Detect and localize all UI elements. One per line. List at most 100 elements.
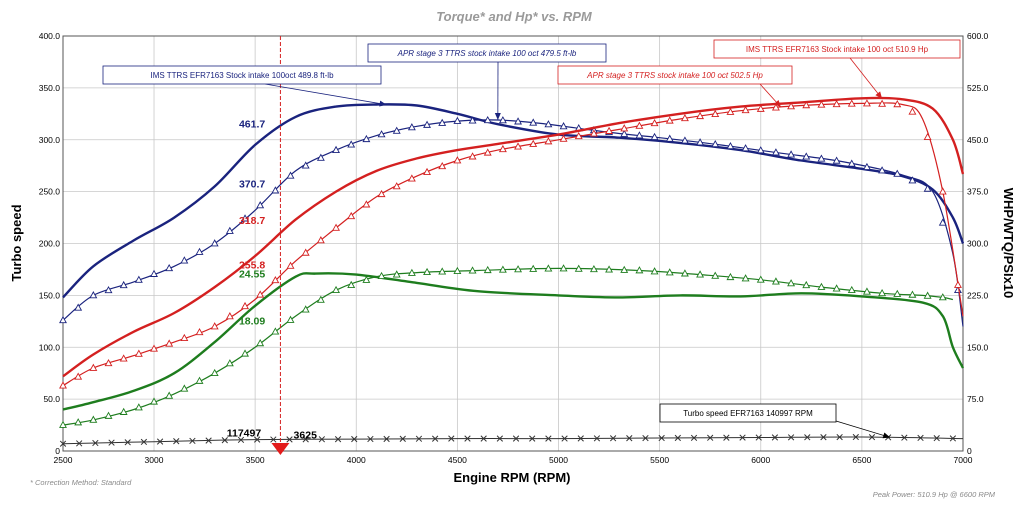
annotation-text: Turbo speed EFR7163 140997 RPM xyxy=(683,409,813,418)
triangle-marker xyxy=(847,159,856,167)
triangle-marker xyxy=(74,372,83,380)
triangle-marker xyxy=(498,116,507,124)
triangle-marker xyxy=(483,265,492,274)
x-tick-label: 6000 xyxy=(751,455,770,465)
triangle-marker xyxy=(559,134,568,142)
triangle-marker xyxy=(878,99,887,107)
triangle-marker xyxy=(635,266,644,274)
x-marker xyxy=(237,436,245,444)
triangle-marker xyxy=(392,270,401,278)
triangle-marker xyxy=(150,344,158,352)
x-marker xyxy=(496,435,504,442)
y-axis-left-title: Turbo speed xyxy=(9,204,24,281)
x-marker xyxy=(593,435,601,442)
triangle-marker xyxy=(498,144,507,153)
triangle-marker xyxy=(165,339,174,347)
triangle-marker xyxy=(802,101,811,109)
series-0 xyxy=(62,103,965,299)
triangle-marker xyxy=(210,368,219,377)
triangle-marker xyxy=(680,136,689,144)
x-marker xyxy=(577,435,584,442)
triangle-marker xyxy=(134,403,143,411)
triangle-marker xyxy=(756,146,765,154)
annotation-arrowhead xyxy=(875,91,883,99)
triangle-marker xyxy=(180,333,189,342)
x-marker xyxy=(755,434,762,441)
triangle-marker xyxy=(726,272,735,281)
y-left-tick-label: 400.0 xyxy=(39,31,61,41)
triangle-marker xyxy=(423,167,432,176)
triangle-marker xyxy=(104,411,113,419)
y-right-tick-label: 300.0 xyxy=(967,239,989,249)
triangle-marker xyxy=(817,100,826,108)
x-tick-label: 7000 xyxy=(954,455,973,465)
triangle-marker xyxy=(620,124,629,132)
triangle-marker xyxy=(301,161,310,169)
triangle-marker xyxy=(377,271,386,280)
triangle-marker xyxy=(756,275,765,283)
triangle-marker xyxy=(938,293,947,301)
annotation-arrowhead xyxy=(379,100,387,107)
x-marker xyxy=(254,436,261,443)
triangle-marker xyxy=(59,315,67,324)
triangle-marker xyxy=(286,261,295,269)
triangle-marker xyxy=(802,152,811,160)
triangle-marker xyxy=(817,154,826,162)
triangle-marker xyxy=(423,120,432,128)
series-line xyxy=(62,102,964,387)
x-marker xyxy=(820,434,827,441)
x-tick-label: 3000 xyxy=(145,455,164,465)
cursor-value-label: 24.55 xyxy=(239,269,265,281)
triangle-marker xyxy=(468,152,477,160)
rpm-cursor[interactable] xyxy=(271,36,290,455)
triangle-marker xyxy=(119,407,128,415)
x-marker xyxy=(92,439,99,447)
y-left-tick-label: 150.0 xyxy=(39,290,61,300)
x-marker xyxy=(318,436,326,443)
triangle-marker xyxy=(650,132,659,141)
series-6 xyxy=(59,433,964,447)
triangle-marker xyxy=(878,288,887,297)
triangle-marker xyxy=(620,129,629,137)
x-marker xyxy=(739,434,746,441)
x-marker xyxy=(545,435,552,442)
annotation-box xyxy=(659,403,837,423)
triangle-marker xyxy=(134,349,143,357)
triangle-marker xyxy=(514,142,523,150)
triangle-marker xyxy=(878,166,887,174)
triangle-marker xyxy=(787,102,796,110)
annotation-box xyxy=(713,39,961,59)
chart-title: Torque* and Hp* vs. RPM xyxy=(436,9,593,24)
y-right-tick-label: 525.0 xyxy=(967,83,989,93)
triangle-marker xyxy=(241,349,249,357)
triangle-marker xyxy=(847,99,856,107)
series-layer xyxy=(59,96,965,447)
triangle-marker xyxy=(225,226,234,234)
x-marker xyxy=(561,435,568,442)
triangle-marker xyxy=(438,118,447,126)
x-axis-title: Engine RPM (RPM) xyxy=(454,470,571,485)
x-marker xyxy=(901,434,908,441)
triangle-marker xyxy=(498,265,507,273)
triangle-marker xyxy=(605,126,614,134)
cursor-value-label: 18.09 xyxy=(239,315,265,327)
cursor-value-label: 3625 xyxy=(294,430,318,442)
cursor-value-label: 255.8 xyxy=(239,259,265,271)
cursor-value-label: 461.7 xyxy=(239,118,265,130)
triangle-marker xyxy=(620,265,629,273)
triangle-marker xyxy=(453,116,462,124)
triangle-marker xyxy=(392,182,401,190)
annotation-text: IMS TTRS EFR7163 Stock intake 100 oct 51… xyxy=(746,45,929,54)
x-marker xyxy=(415,435,423,442)
triangle-marker xyxy=(544,264,553,272)
x-marker xyxy=(286,436,293,443)
annotation-text: APR stage 3 TTRS stock intake 100 oct 50… xyxy=(586,71,763,80)
triangle-marker xyxy=(407,123,416,131)
x-tick-label: 2500 xyxy=(54,455,73,465)
x-marker xyxy=(156,438,164,445)
triangle-marker xyxy=(756,104,765,112)
triangle-marker xyxy=(650,118,659,127)
triangle-marker xyxy=(832,99,841,108)
triangle-marker xyxy=(362,134,371,143)
triangle-marker xyxy=(680,269,689,277)
